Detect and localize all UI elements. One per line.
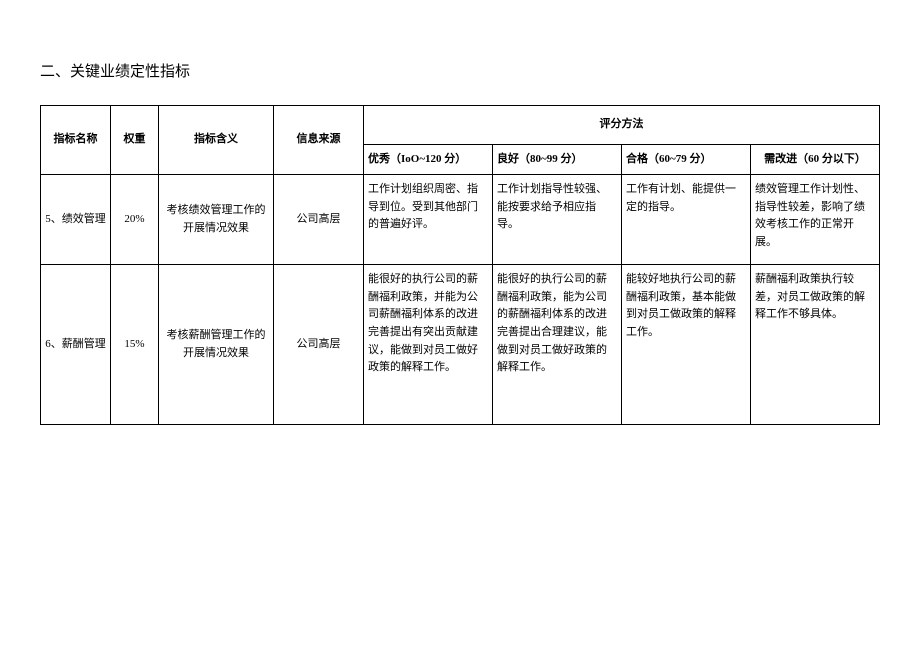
header-indicator-meaning: 指标含义 bbox=[159, 106, 274, 175]
header-weight: 权重 bbox=[111, 106, 159, 175]
cell-indicator-name: 5、绩效管理 bbox=[41, 175, 111, 265]
table-row: 6、薪酬管理 15% 考核薪酬管理工作的开展情况效果 公司高层 能很好的执行公司… bbox=[41, 265, 880, 425]
kpi-table: 指标名称 权重 指标含义 信息来源 评分方法 优秀（IoO~120 分） 良好（… bbox=[40, 105, 880, 425]
header-scoring-method: 评分方法 bbox=[364, 106, 880, 145]
cell-need-improve: 薪酬福利政策执行较差，对员工做政策的解释工作不够具体。 bbox=[751, 265, 880, 425]
cell-qualified: 能较好地执行公司的薪酬福利政策，基本能做到对员工做政策的解释工作。 bbox=[622, 265, 751, 425]
cell-good: 工作计划指导性较强、能按要求给予相应指导。 bbox=[493, 175, 622, 265]
cell-need-improve: 绩效管理工作计划性、指导性较差，影响了绩效考核工作的正常开展。 bbox=[751, 175, 880, 265]
cell-meaning: 考核薪酬管理工作的开展情况效果 bbox=[159, 265, 274, 425]
cell-weight: 15% bbox=[111, 265, 159, 425]
header-good: 良好（80~99 分） bbox=[493, 144, 622, 175]
cell-weight: 20% bbox=[111, 175, 159, 265]
table-row: 5、绩效管理 20% 考核绩效管理工作的开展情况效果 公司高层 工作计划组织周密… bbox=[41, 175, 880, 265]
header-qualified: 合格（60~79 分） bbox=[622, 144, 751, 175]
section-title: 二、关键业绩定性指标 bbox=[40, 60, 880, 81]
header-indicator-name: 指标名称 bbox=[41, 106, 111, 175]
cell-excellent: 工作计划组织周密、指导到位。受到其他部门的普遍好评。 bbox=[364, 175, 493, 265]
cell-qualified: 工作有计划、能提供一定的指导。 bbox=[622, 175, 751, 265]
header-info-source: 信息来源 bbox=[274, 106, 364, 175]
cell-meaning: 考核绩效管理工作的开展情况效果 bbox=[159, 175, 274, 265]
table-header-row-1: 指标名称 权重 指标含义 信息来源 评分方法 bbox=[41, 106, 880, 145]
header-need-improve: 需改进（60 分以下） bbox=[751, 144, 880, 175]
header-excellent: 优秀（IoO~120 分） bbox=[364, 144, 493, 175]
cell-source: 公司高层 bbox=[274, 265, 364, 425]
cell-excellent: 能很好的执行公司的薪酬福利政策，并能为公司薪酬福利体系的改进完善提出有突出贡献建… bbox=[364, 265, 493, 425]
cell-source: 公司高层 bbox=[274, 175, 364, 265]
cell-indicator-name: 6、薪酬管理 bbox=[41, 265, 111, 425]
cell-good: 能很好的执行公司的薪酬福利政策，能为公司的薪酬福利体系的改进完善提出合理建议，能… bbox=[493, 265, 622, 425]
